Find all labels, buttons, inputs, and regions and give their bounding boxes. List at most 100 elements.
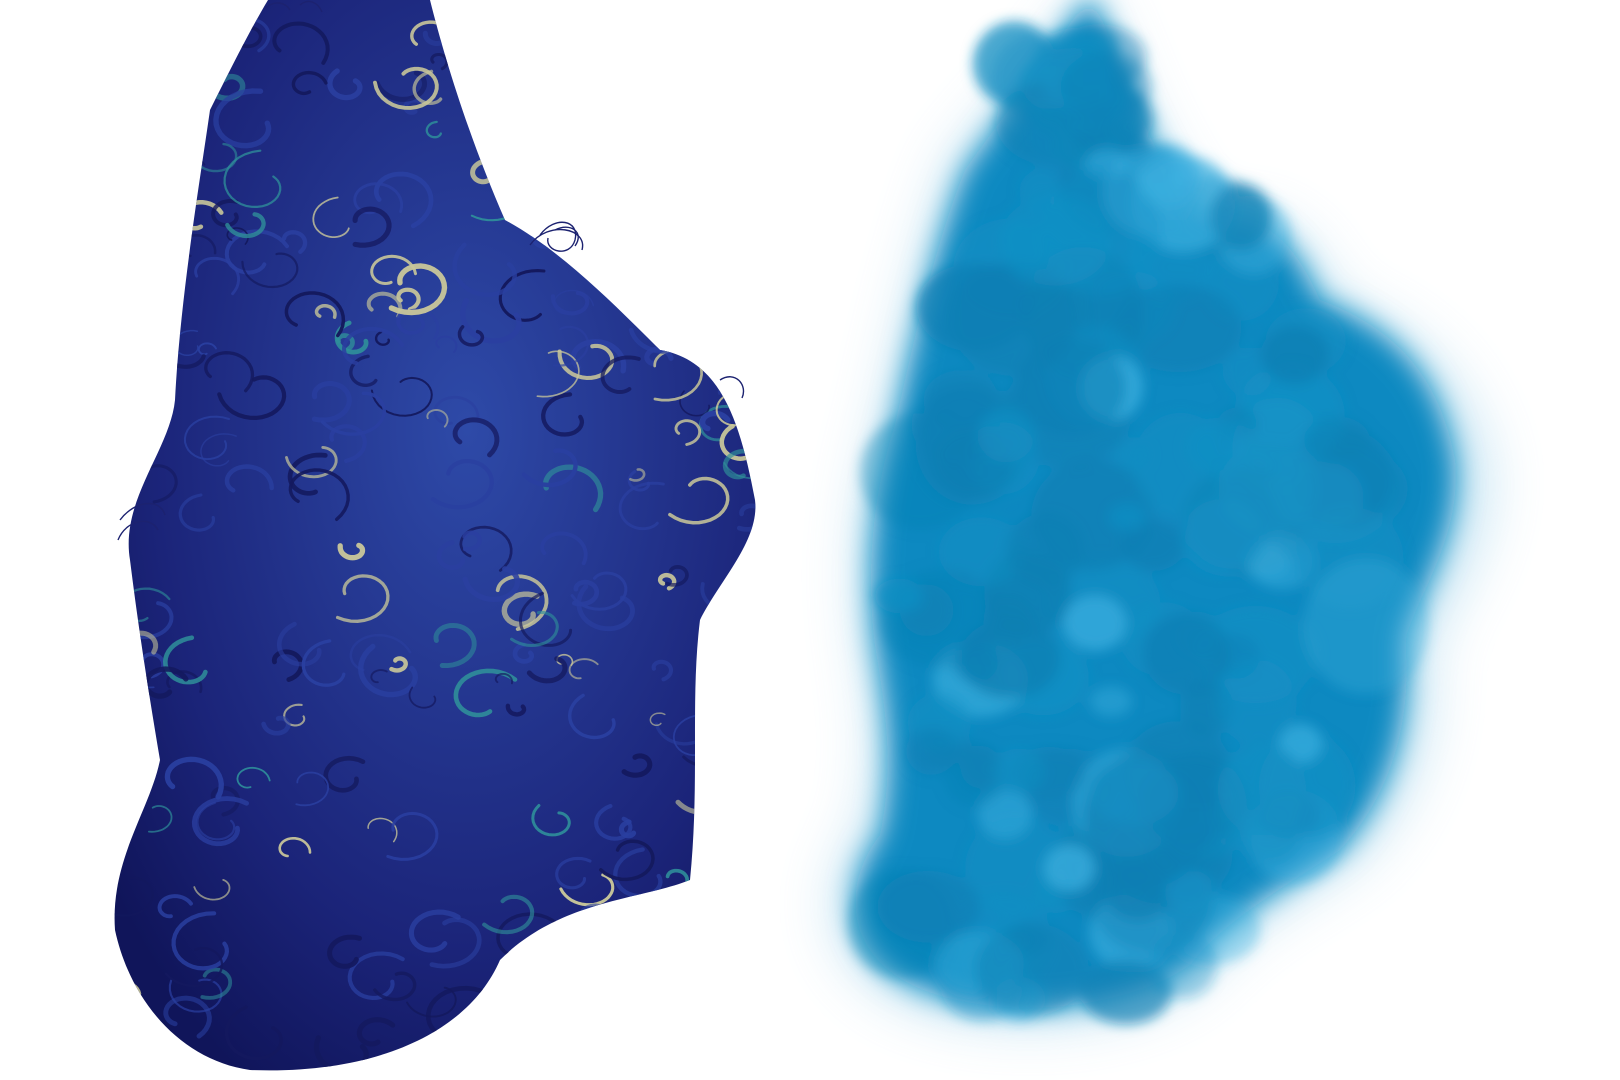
- smoke-puff: [952, 642, 998, 683]
- streamline-curl: [632, 158, 702, 205]
- streamline-curl: [505, 703, 527, 717]
- streamline-curl: [474, 1009, 503, 1039]
- smoke-puff: [1080, 959, 1172, 1025]
- streamline-curl: [459, 525, 513, 572]
- streamline-curl: [551, 924, 606, 978]
- streamline-curl: [540, 531, 588, 566]
- streamline-curl: [281, 230, 308, 254]
- smoke-puff: [1116, 284, 1242, 373]
- streamline-curl: [577, 938, 601, 954]
- streamline-curl: [224, 229, 289, 275]
- streamline-curl: [314, 304, 337, 319]
- smoke-puff: [938, 517, 1025, 586]
- streamline-curl: [678, 948, 712, 967]
- smoke-puff: [1217, 659, 1297, 746]
- streamline-curl: [188, 47, 208, 65]
- smoke-puff: [923, 370, 999, 428]
- streamline-curl: [389, 656, 408, 673]
- streamline-curl: [619, 178, 644, 195]
- streamline-curl: [495, 574, 549, 631]
- streamline-curl: [559, 873, 615, 907]
- streamline-curl: [531, 804, 571, 837]
- streamline-render: [114, 0, 756, 1071]
- streamline-curl: [396, 287, 421, 312]
- streamline-curl: [600, 355, 641, 394]
- streamline-curl: [521, 448, 578, 488]
- streamline-curl: [366, 291, 403, 319]
- streamline-curl: [349, 633, 412, 672]
- streamline-curl: [604, 971, 675, 1018]
- streamline-curl: [657, 572, 677, 591]
- streamline-silhouette: [114, 0, 756, 1071]
- streamline-curl: [430, 458, 494, 510]
- streamline-curl: [578, 903, 616, 928]
- streamline-curl: [555, 856, 592, 890]
- streamline-curl: [470, 158, 493, 185]
- streamline-curl: [301, 639, 346, 687]
- streamline-curl: [142, 412, 165, 434]
- streamline-curl: [734, 213, 756, 252]
- streamline-curl: [162, 635, 208, 685]
- streamline-curl: [651, 659, 674, 682]
- smoke-puff: [1060, 51, 1152, 121]
- streamline-curl: [638, 978, 690, 1009]
- streamline-curl: [622, 1041, 646, 1062]
- streamline-curl: [114, 172, 167, 214]
- smoke-puff: [916, 263, 1032, 352]
- streamline-curl: [425, 120, 442, 139]
- streamline-curl: [367, 817, 398, 843]
- streamline-curl: [412, 69, 443, 106]
- smoke-puff: [1210, 183, 1273, 251]
- streamline-curl: [374, 330, 390, 346]
- streamline-curl: [194, 256, 241, 296]
- streamline-curl: [337, 542, 366, 561]
- streamline-curl: [430, 52, 449, 71]
- streamline-curl: [698, 284, 756, 339]
- streamline-curl: [606, 225, 661, 280]
- streamline-curl: [335, 574, 390, 623]
- streamline-curl: [679, 390, 711, 417]
- streamline-curl: [356, 1017, 396, 1047]
- streamline-curl: [717, 871, 739, 886]
- streamline-curl: [563, 75, 593, 94]
- streamline-curl: [179, 156, 206, 175]
- streamline-curl: [211, 198, 239, 228]
- streamline-curl: [210, 785, 241, 817]
- streamline-curl: [611, 1052, 662, 1071]
- streamline-curl: [144, 464, 178, 504]
- streamline-curl: [312, 196, 350, 238]
- smoke-puff: [943, 741, 1006, 808]
- smoke-puff: [999, 195, 1112, 286]
- streamline-curl: [131, 235, 156, 261]
- streamline-curl: [178, 493, 216, 532]
- streamline-curl: [148, 805, 173, 833]
- streamline-curl: [311, 380, 352, 423]
- streamline-curl: [147, 0, 202, 15]
- streamline-curl: [435, 335, 458, 354]
- smoke-puff: [1260, 325, 1330, 384]
- streamline-curl: [674, 419, 702, 446]
- streamline-curl: [527, 20, 573, 68]
- streamline-curl: [594, 803, 633, 841]
- streamline-curl: [568, 658, 599, 680]
- volume-smoke-render: [832, 0, 1492, 1027]
- streamline-curl: [629, 468, 646, 482]
- streamline-curl: [714, 781, 750, 820]
- streamline-curl: [489, 135, 543, 191]
- streamline-curl: [370, 669, 388, 684]
- streamline-curl: [501, 591, 540, 628]
- streamline-curl: [284, 291, 346, 338]
- streamline-curl: [386, 811, 439, 861]
- streamline-curl: [200, 433, 237, 467]
- streamline-curl: [164, 946, 224, 988]
- streamline-curl: [599, 839, 655, 882]
- streamline-curl: [341, 326, 405, 366]
- streamline-curl: [651, 930, 707, 985]
- streamline-curl: [516, 994, 560, 1041]
- streamline-curl: [327, 934, 362, 969]
- streamline-curl: [164, 756, 224, 800]
- streamline-curl: [640, 235, 706, 278]
- streamline-curl: [295, 771, 329, 807]
- smoke-puff: [1148, 931, 1217, 999]
